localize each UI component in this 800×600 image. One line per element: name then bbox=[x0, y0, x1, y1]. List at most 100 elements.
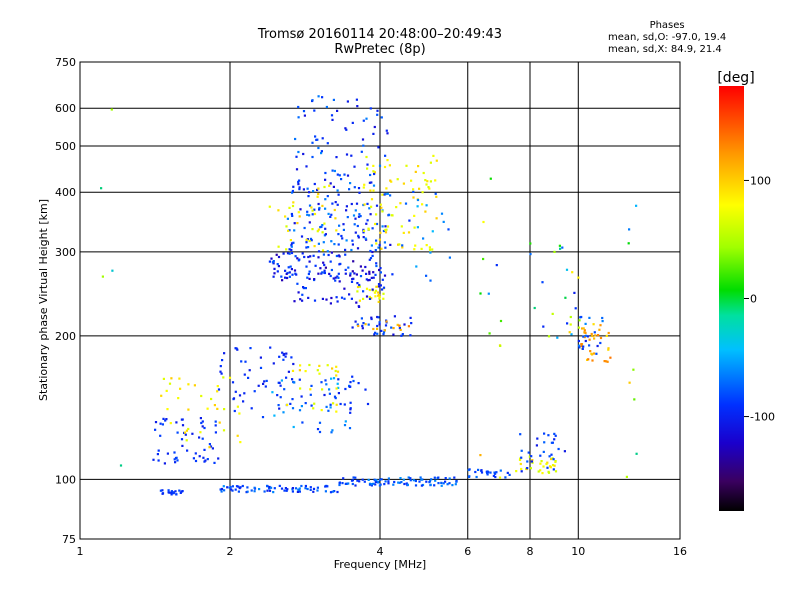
data-point bbox=[368, 297, 372, 300]
data-point bbox=[284, 355, 287, 358]
data-point bbox=[373, 172, 376, 176]
data-point bbox=[277, 255, 281, 259]
data-point bbox=[310, 384, 313, 387]
data-point bbox=[468, 468, 471, 471]
data-point bbox=[366, 402, 370, 406]
data-point bbox=[387, 480, 390, 483]
data-point bbox=[336, 382, 339, 385]
data-point bbox=[272, 362, 275, 365]
data-point bbox=[349, 385, 352, 388]
data-point bbox=[440, 484, 443, 487]
data-point bbox=[364, 323, 367, 326]
data-point bbox=[361, 327, 364, 330]
data-point bbox=[570, 333, 573, 336]
data-point bbox=[273, 272, 276, 275]
data-point bbox=[329, 302, 332, 305]
data-point bbox=[599, 336, 603, 340]
data-point bbox=[312, 254, 315, 257]
data-point bbox=[279, 396, 282, 399]
data-point bbox=[290, 242, 294, 245]
data-point bbox=[421, 203, 424, 206]
data-point bbox=[285, 489, 288, 492]
data-point bbox=[282, 358, 285, 361]
data-point bbox=[313, 245, 316, 248]
data-point bbox=[333, 490, 336, 493]
data-point bbox=[293, 222, 296, 225]
data-point bbox=[429, 279, 432, 282]
data-point bbox=[165, 418, 168, 421]
data-point bbox=[278, 407, 281, 410]
data-point bbox=[552, 468, 555, 471]
data-point bbox=[429, 483, 432, 486]
data-point bbox=[211, 447, 214, 450]
data-point bbox=[294, 487, 298, 490]
data-point bbox=[324, 233, 327, 236]
data-point bbox=[372, 276, 375, 279]
data-point bbox=[388, 164, 391, 167]
data-point bbox=[526, 460, 529, 463]
data-point bbox=[329, 260, 332, 263]
data-point bbox=[378, 478, 381, 481]
data-point bbox=[293, 381, 296, 384]
data-point bbox=[247, 376, 250, 379]
data-point bbox=[317, 95, 320, 98]
data-point bbox=[454, 483, 457, 486]
data-point bbox=[349, 274, 352, 277]
data-point bbox=[351, 479, 354, 482]
data-point bbox=[489, 177, 492, 180]
data-point bbox=[409, 334, 412, 337]
data-point bbox=[518, 458, 522, 461]
data-point bbox=[262, 382, 265, 385]
data-point bbox=[277, 404, 280, 407]
data-point bbox=[416, 198, 420, 202]
data-point bbox=[365, 287, 369, 290]
data-point bbox=[337, 233, 340, 236]
data-point bbox=[355, 273, 358, 276]
data-point bbox=[249, 347, 252, 350]
data-point bbox=[632, 368, 635, 371]
data-point bbox=[368, 270, 371, 273]
data-point bbox=[428, 187, 431, 190]
data-point bbox=[361, 269, 364, 272]
data-point bbox=[161, 423, 164, 426]
data-point bbox=[334, 279, 337, 282]
data-point bbox=[440, 481, 443, 484]
data-point bbox=[582, 335, 585, 338]
data-point bbox=[428, 248, 432, 251]
data-point bbox=[358, 213, 361, 216]
data-point bbox=[530, 455, 533, 458]
data-point bbox=[418, 187, 421, 190]
data-point bbox=[306, 187, 309, 190]
data-point bbox=[351, 121, 354, 124]
data-point bbox=[288, 229, 291, 232]
data-point bbox=[356, 247, 360, 250]
data-point bbox=[569, 315, 572, 319]
data-point bbox=[154, 428, 157, 431]
data-point bbox=[520, 467, 523, 471]
data-point bbox=[389, 194, 392, 197]
data-point bbox=[336, 300, 339, 303]
data-point bbox=[313, 299, 317, 302]
data-point bbox=[370, 181, 373, 184]
data-point bbox=[180, 418, 183, 421]
data-point bbox=[398, 243, 401, 246]
data-point bbox=[336, 173, 339, 176]
data-point bbox=[412, 188, 415, 191]
data-point bbox=[324, 379, 327, 382]
data-point bbox=[375, 213, 378, 216]
data-point bbox=[357, 236, 360, 239]
data-point bbox=[175, 493, 178, 496]
data-point bbox=[166, 452, 169, 455]
data-point bbox=[306, 213, 309, 216]
data-point bbox=[492, 474, 495, 477]
data-point bbox=[343, 424, 347, 427]
data-point bbox=[185, 439, 188, 442]
data-point bbox=[268, 487, 271, 490]
data-point bbox=[348, 188, 351, 191]
data-point bbox=[350, 248, 353, 252]
data-point bbox=[307, 246, 310, 249]
data-point bbox=[220, 487, 224, 491]
data-point bbox=[435, 159, 438, 162]
y-tick-label: 750 bbox=[55, 56, 76, 69]
data-point bbox=[378, 321, 381, 324]
